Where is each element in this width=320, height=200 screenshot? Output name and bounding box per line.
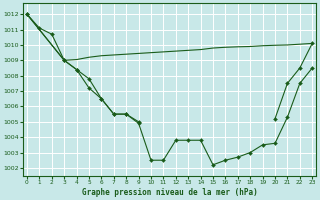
X-axis label: Graphe pression niveau de la mer (hPa): Graphe pression niveau de la mer (hPa): [82, 188, 258, 197]
